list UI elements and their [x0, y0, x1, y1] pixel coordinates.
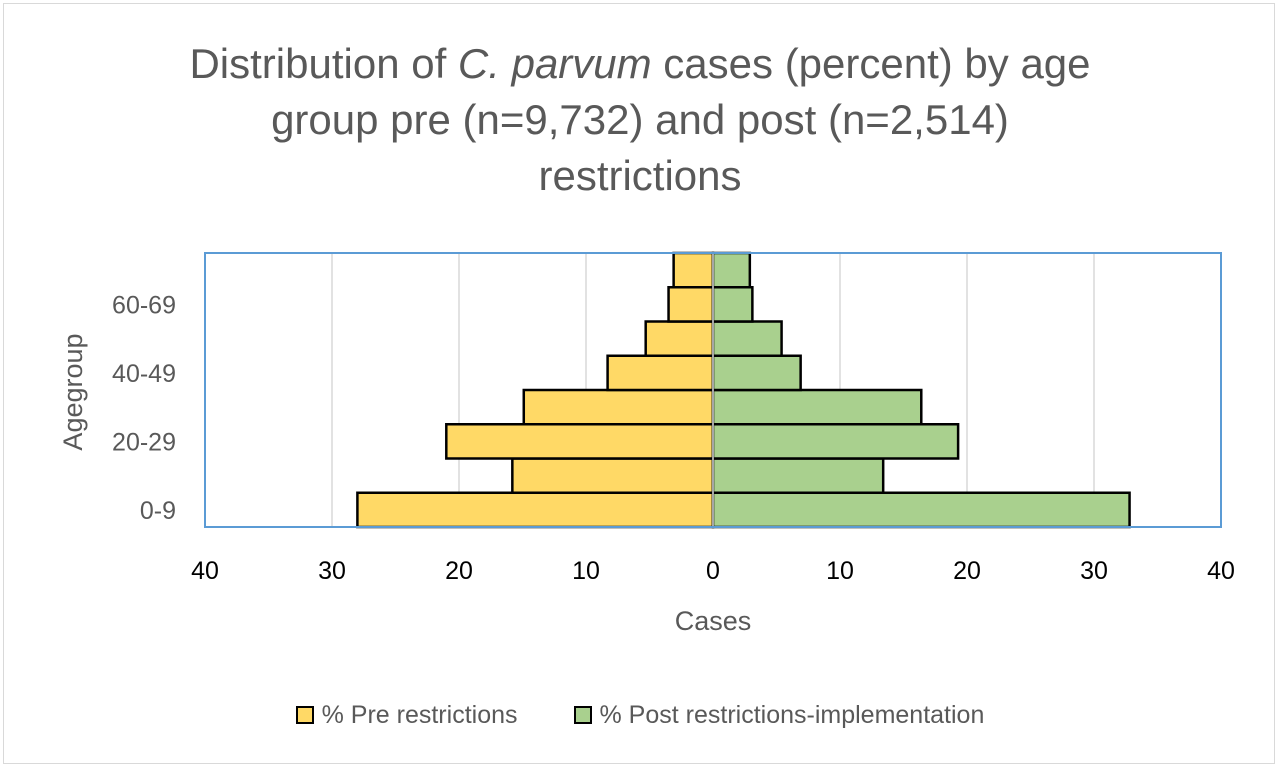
- legend-item-pre: % Pre restrictions: [295, 700, 518, 730]
- x-tick-label: 20: [953, 557, 981, 585]
- bar-post-60-69: [711, 286, 754, 323]
- bar-post-30-39: [711, 388, 923, 426]
- bar-post-50-59: [711, 320, 783, 357]
- x-tick-label: 40: [1207, 557, 1235, 585]
- y-tick-label: 40-49: [112, 360, 176, 388]
- bar-post-10-19: [711, 457, 885, 494]
- legend-item-post: % Post restrictions-implementation: [573, 700, 985, 730]
- bar-post-20-29: [711, 423, 960, 460]
- legend: % Pre restrictions % Post restrictions-i…: [0, 698, 1280, 732]
- y-tick-label: 0-9: [140, 497, 176, 525]
- legend-label-post: % Post restrictions-implementation: [599, 700, 985, 729]
- bar-pre-30-39: [522, 388, 715, 426]
- x-tick-label: 40: [191, 557, 219, 585]
- bar-post-40-49: [711, 354, 802, 392]
- chart-title-line-3: restrictions: [538, 152, 742, 199]
- bar-pre-40-49: [606, 354, 715, 392]
- x-tick-label: 30: [1080, 557, 1108, 585]
- x-tick-label: 10: [572, 557, 600, 585]
- bar-pre-60-69: [667, 286, 715, 323]
- bar-pre-20-29: [445, 423, 715, 460]
- bar-post-0-9: [711, 491, 1131, 529]
- x-axis-title: Cases: [675, 606, 752, 636]
- bar-post-70+: [711, 251, 752, 289]
- bar-pre-0-9: [356, 491, 715, 529]
- y-axis-title: Agegroup: [58, 333, 88, 450]
- y-tick-label: 20-29: [112, 428, 176, 456]
- bar-pre-10-19: [511, 457, 715, 494]
- chart-title-line-2: group pre (n=9,732) and post (n=2,514): [271, 96, 1009, 143]
- chart-frame: [3, 3, 1275, 764]
- bar-pre-50-59: [644, 320, 715, 357]
- title-organism: C. parvum: [457, 40, 652, 87]
- y-tick-label: 60-69: [112, 291, 176, 319]
- legend-swatch-post: [573, 706, 592, 724]
- legend-swatch-pre: [295, 706, 314, 724]
- legend-label-pre: % Pre restrictions: [321, 700, 518, 729]
- chart-title: Distribution of C. parvum cases (percent…: [140, 36, 1140, 204]
- chart-title-line-1: Distribution of C. parvum cases (percent…: [140, 36, 1140, 92]
- title-line1-suffix: cases (percent) by age: [651, 40, 1091, 87]
- x-tick-label: 20: [445, 557, 473, 585]
- bars: [356, 251, 1131, 529]
- bar-pre-70+: [672, 251, 715, 289]
- x-axis-ticks: 40 30 20 10 0 10 20 30 40: [191, 557, 1235, 585]
- plot-area-border: [204, 252, 1222, 528]
- x-tick-label: 10: [826, 557, 854, 585]
- y-axis-ticks: 0-9 20-29 40-49 60-69: [112, 291, 176, 525]
- x-tick-label: 0: [706, 557, 720, 585]
- title-prefix: Distribution of: [189, 40, 458, 87]
- x-tick-label: 30: [318, 557, 346, 585]
